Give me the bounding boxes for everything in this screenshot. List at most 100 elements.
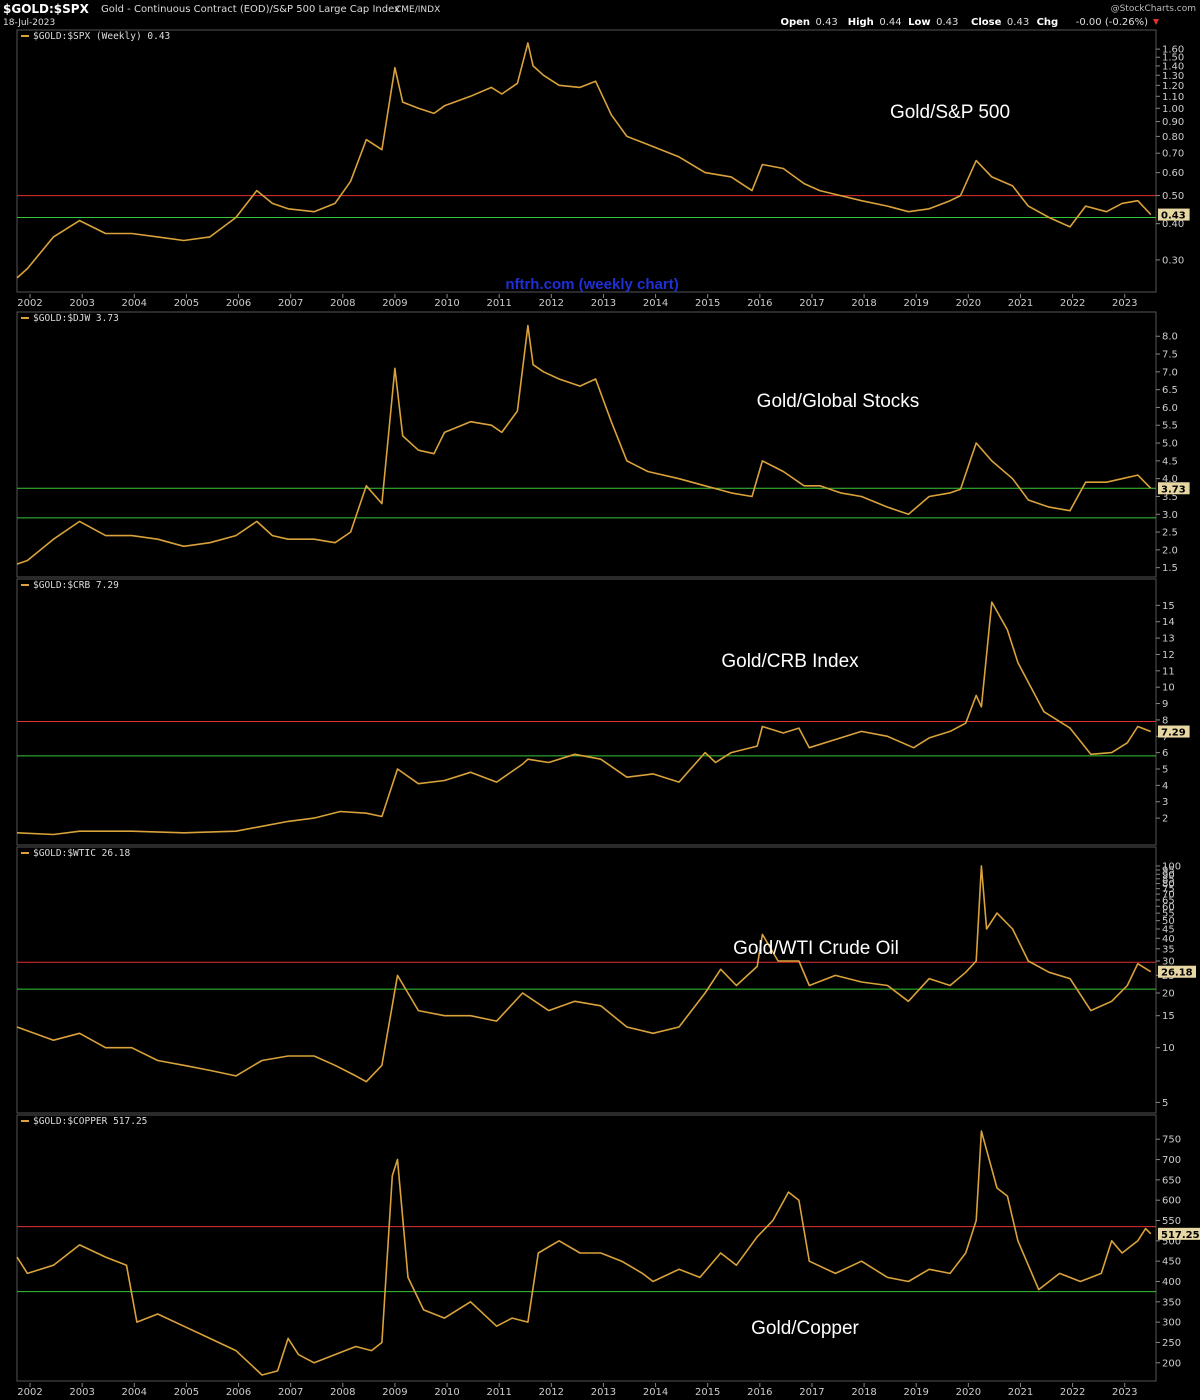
ohlc-label-open: Open [780, 17, 810, 28]
x-tick-label: 2007 [278, 1387, 303, 1398]
last-value-badge [1158, 1227, 1200, 1240]
y-tick-label: 55 [1162, 909, 1175, 920]
panel-frame [16, 1114, 1157, 1382]
panel-annotation: Gold/Global Stocks [757, 391, 920, 412]
panel-frame [16, 311, 1157, 578]
x-tick-label: 2016 [747, 298, 772, 309]
x-tick-label: 2004 [122, 298, 147, 309]
panel-3: 23456789101112131415$GOLD:$CRB 7.29Gold/… [16, 578, 1190, 846]
last-value-label: 0.43 [1161, 211, 1186, 222]
y-tick-label: 500 [1162, 1236, 1181, 1247]
ohlc-row: -0.00 (-0.26%) Chg 0.43 Close 0.43 Low 0.44 Hig… [780, 17, 1148, 28]
x-tick-label: 2013 [591, 298, 616, 309]
y-tick-label: 300 [1162, 1318, 1181, 1329]
ohlc-value-low: 0.43 [936, 17, 958, 28]
ratio-series-line [16, 1130, 1152, 1376]
chart-header: $GOLD:$SPX Gold - Continuous Contract (E… [3, 2, 1196, 28]
y-tick-label: 35 [1162, 944, 1175, 955]
x-tick-label: 2023 [1112, 298, 1137, 309]
stockcharts-watermark: @StockCharts.com [1111, 4, 1196, 14]
y-tick-label: 12 [1162, 650, 1175, 661]
y-tick-label: 1.60 [1162, 45, 1184, 56]
y-tick-label: 45 [1162, 924, 1175, 935]
x-tick-label: 2014 [643, 1387, 668, 1398]
y-tick-label: 1.20 [1162, 81, 1184, 92]
x-tick-label: 2006 [226, 298, 251, 309]
x-tick-label: 2006 [226, 1387, 251, 1398]
panel-frame [16, 29, 1157, 293]
y-tick-label: 0.50 [1162, 191, 1184, 202]
x-tick-label: 2005 [174, 298, 199, 309]
x-tick-label: 2012 [539, 298, 564, 309]
legend-label: $GOLD:$WTIC 26.18 [33, 848, 131, 859]
panel-4: 5101520253035404550556065707580859095100… [16, 846, 1196, 1114]
x-tick-label: 2011 [486, 1387, 511, 1398]
legend-label: $GOLD:$COPPER 517.25 [33, 1116, 147, 1127]
y-tick-label: 400 [1162, 1277, 1181, 1288]
y-tick-label: 3.0 [1162, 510, 1178, 521]
y-tick-label: 2.5 [1162, 528, 1178, 539]
x-tick-label: 2021 [1008, 298, 1033, 309]
chg-down-arrow-icon [1153, 19, 1159, 25]
y-tick-label: 10 [1162, 1043, 1175, 1054]
y-tick-label: 30 [1162, 956, 1175, 967]
x-tick-label: 2017 [799, 1387, 824, 1398]
panel-2: 1.5 2.0 2.5 3.0 3.5 4.0 4.5 5.0 5.5 6.0 6.5 7.0 7.5 8… [16, 311, 1190, 578]
y-tick-label: 4.0 [1162, 474, 1178, 485]
y-tick-label: 0.30 [1162, 255, 1184, 266]
x-tick-label: 2020 [956, 298, 981, 309]
y-tick-label: 15 [1162, 1011, 1175, 1022]
symbol-description: Gold - Continuous Contract (EOD)/S&P 500… [101, 4, 400, 15]
y-tick-label: 7.0 [1162, 367, 1178, 378]
ratio-series-line [16, 324, 1152, 565]
x-tick-label: 2008 [330, 298, 355, 309]
y-tick-label: 0.80 [1162, 132, 1184, 143]
ratio-series-line [16, 42, 1152, 279]
x-tick-label: 2005 [174, 1387, 199, 1398]
ratio-series-line [16, 865, 1152, 1083]
y-tick-label: 15 [1162, 601, 1175, 612]
y-tick-label: 13 [1162, 634, 1175, 645]
y-tick-label: 40 [1162, 934, 1175, 945]
y-tick-label: 6.0 [1162, 403, 1178, 414]
y-tick-label: 60 [1162, 902, 1175, 913]
panel-annotation: Gold/WTI Crude Oil [733, 938, 899, 959]
panel-annotation: Gold/S&P 500 [890, 102, 1010, 123]
y-tick-label: 650 [1162, 1175, 1181, 1186]
y-tick-label: 9 [1162, 699, 1168, 710]
legend-label: $GOLD:$SPX (Weekly) 0.43 [33, 31, 170, 42]
y-tick-label: 2 [1162, 814, 1168, 825]
exchange-label: CME/INDX [395, 5, 440, 15]
x-tick-label: 2015 [695, 298, 720, 309]
x-tick-label: 2017 [799, 298, 824, 309]
last-value-badge [1158, 725, 1190, 738]
y-tick-label: 7.5 [1162, 350, 1178, 361]
x-tick-label: 2009 [382, 298, 407, 309]
x-tick-label: 2002 [17, 1387, 42, 1398]
x-tick-label: 2009 [382, 1387, 407, 1398]
y-tick-label: 0.70 [1162, 149, 1184, 160]
legend-label: $GOLD:$DJW 3.73 [33, 313, 119, 324]
ohlc-value-chg: -0.00 (-0.26%) [1076, 17, 1148, 28]
ohlc-label-high: High [848, 17, 874, 28]
y-tick-label: 8 [1162, 715, 1168, 726]
x-tick-label: 2022 [1060, 298, 1085, 309]
y-tick-label: 4 [1162, 781, 1168, 792]
chart-panels: 0.30 0.40 0.50 0.60 0.70 0.80 0.90 1.001.101.20… [16, 29, 1200, 1398]
y-tick-label: 600 [1162, 1196, 1181, 1207]
y-tick-label: 50 [1162, 916, 1175, 927]
panel-frame [16, 846, 1157, 1114]
x-tick-label: 2014 [643, 298, 668, 309]
y-tick-label: 450 [1162, 1257, 1181, 1268]
y-tick-label: 65 [1162, 895, 1175, 906]
y-tick-label: 6.5 [1162, 385, 1178, 396]
y-tick-label: 0.40 [1162, 219, 1184, 230]
x-tick-label: 2007 [278, 298, 303, 309]
x-tick-label: 2003 [69, 1387, 94, 1398]
y-tick-label: 14 [1162, 617, 1175, 628]
chart-date: 18-Jul-2023 [3, 18, 55, 28]
ohlc-label-close: Close [971, 17, 1002, 28]
y-tick-label: 700 [1162, 1155, 1181, 1166]
y-tick-label: 0.90 [1162, 117, 1184, 128]
last-value-label: 26.18 [1161, 968, 1193, 979]
